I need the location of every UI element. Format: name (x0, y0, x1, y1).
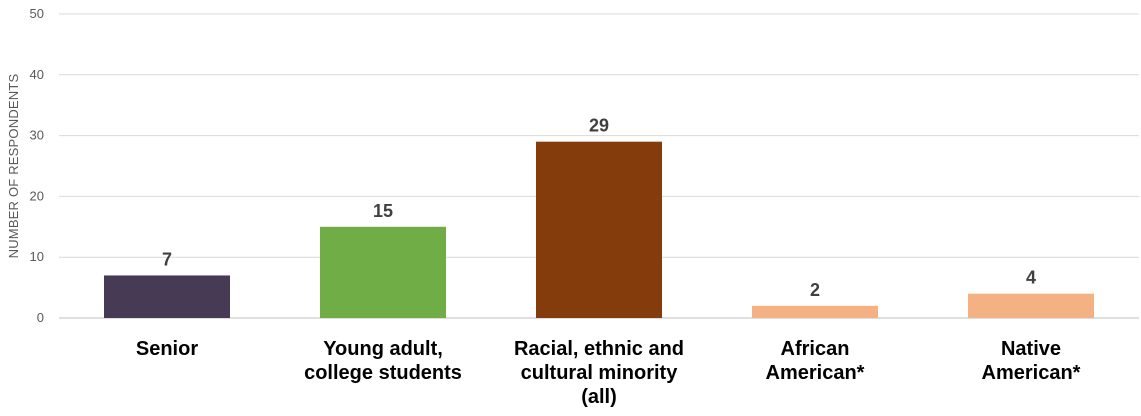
category-label-line: (all) (581, 386, 617, 408)
y-tick-label: 0 (37, 310, 44, 325)
category-label: African American* (766, 338, 865, 384)
bars (104, 141, 1094, 318)
data-label: 7 (162, 249, 172, 269)
data-label: 4 (1026, 268, 1036, 288)
bar (536, 141, 662, 318)
data-labels: 7 15 29 2 4 (162, 116, 1036, 300)
y-tick-label: 50 (30, 6, 44, 21)
bar (752, 305, 878, 318)
category-label: Young adult, college students (304, 338, 462, 384)
category-label-line: Racial, ethnic and (514, 338, 684, 360)
y-tick-label: 30 (30, 128, 44, 143)
category-label-line: college students (304, 362, 462, 384)
category-label: Racial, ethnic and cultural minority (all) (514, 338, 684, 408)
y-tick-label: 10 (30, 249, 44, 264)
category-label-line: Senior (136, 338, 198, 360)
category-labels: Senior Young adult, college students Racial… (136, 338, 1081, 408)
data-label: 2 (810, 280, 820, 300)
category-label-line: cultural minority (521, 362, 679, 384)
y-tick-label: 40 (30, 67, 44, 82)
bar (104, 275, 230, 318)
category-label-line: African (781, 338, 850, 360)
data-label: 29 (589, 116, 609, 136)
y-tick-label: 20 (30, 188, 44, 203)
y-axis-ticks: 0 10 20 30 40 50 (30, 6, 44, 325)
bar (320, 226, 446, 318)
y-axis-label: NUMBER OF RESPONDENTS (6, 73, 21, 258)
category-label-line: Young adult, (323, 338, 443, 360)
data-label: 15 (373, 201, 393, 221)
category-label-line: American* (766, 362, 865, 384)
bar (968, 293, 1094, 318)
category-label-line: American* (982, 362, 1081, 384)
category-label: Native American* (982, 338, 1081, 384)
category-label-line: Native (1001, 338, 1061, 360)
category-label: Senior (136, 338, 198, 360)
